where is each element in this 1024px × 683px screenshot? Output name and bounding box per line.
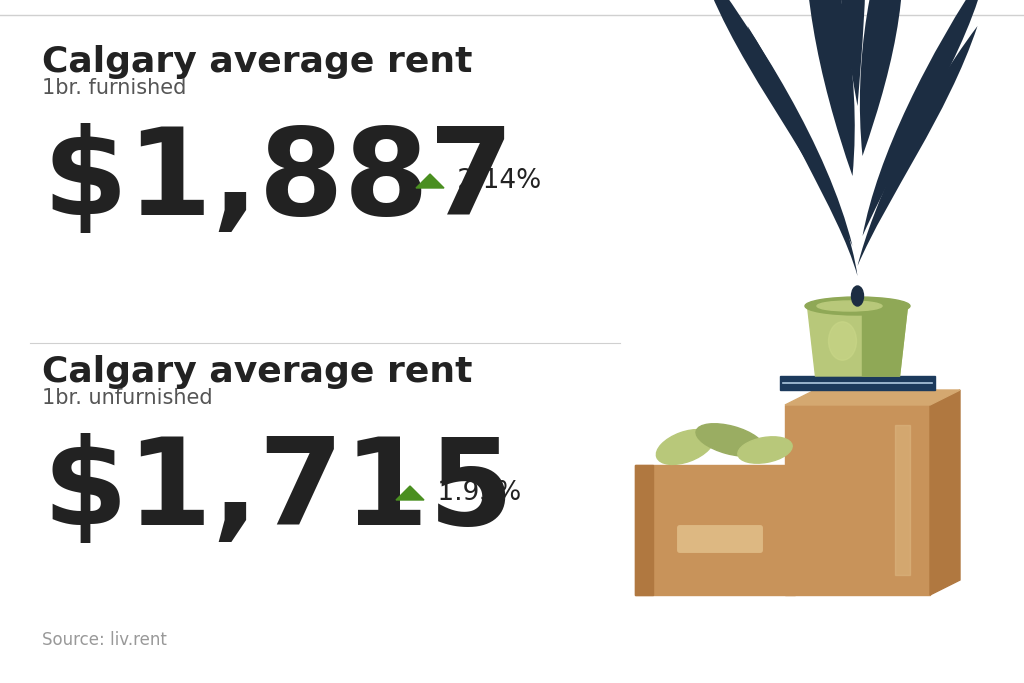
Polygon shape: [895, 425, 910, 575]
Text: $1,715: $1,715: [42, 433, 514, 550]
Text: 1br. unfurnished: 1br. unfurnished: [42, 388, 213, 408]
Polygon shape: [635, 465, 653, 595]
FancyBboxPatch shape: [676, 524, 764, 554]
PathPatch shape: [860, 0, 903, 156]
Polygon shape: [635, 465, 795, 595]
Polygon shape: [396, 486, 424, 500]
Text: Calgary average rent: Calgary average rent: [42, 45, 472, 79]
Text: Calgary average rent: Calgary average rent: [42, 355, 472, 389]
Ellipse shape: [828, 322, 856, 360]
Polygon shape: [785, 405, 930, 595]
Ellipse shape: [805, 297, 910, 315]
Text: 2.14%: 2.14%: [449, 168, 542, 194]
Polygon shape: [785, 390, 961, 405]
Ellipse shape: [656, 430, 714, 464]
PathPatch shape: [748, 26, 857, 276]
Ellipse shape: [852, 286, 863, 306]
Text: 1br. furnished: 1br. furnished: [42, 78, 186, 98]
Polygon shape: [808, 306, 907, 376]
Text: $1,887: $1,887: [42, 123, 514, 240]
PathPatch shape: [837, 0, 865, 106]
Ellipse shape: [738, 437, 793, 463]
Text: Source: liv.rent: Source: liv.rent: [42, 631, 167, 649]
PathPatch shape: [857, 26, 978, 266]
Polygon shape: [416, 174, 444, 188]
PathPatch shape: [697, 0, 853, 246]
Ellipse shape: [696, 423, 764, 456]
Text: 1.93%: 1.93%: [429, 480, 521, 506]
Polygon shape: [780, 376, 935, 390]
Polygon shape: [862, 306, 907, 376]
Ellipse shape: [817, 301, 882, 311]
Polygon shape: [930, 390, 961, 595]
PathPatch shape: [862, 0, 987, 236]
PathPatch shape: [805, 0, 855, 176]
